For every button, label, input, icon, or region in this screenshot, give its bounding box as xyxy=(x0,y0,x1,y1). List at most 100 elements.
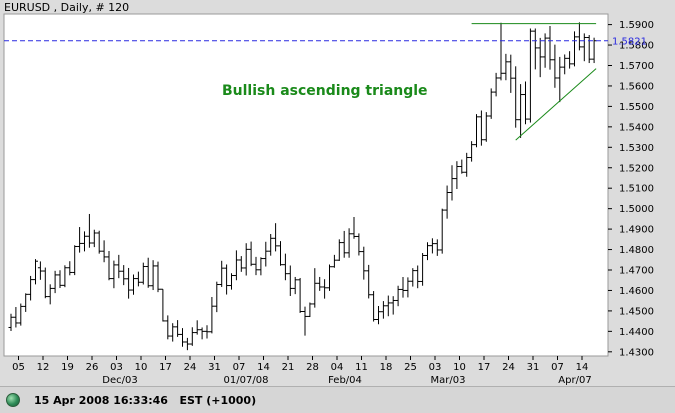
ohlc-bar xyxy=(243,243,249,276)
y-tick-label: 1.5100 xyxy=(619,184,654,195)
ohlc-bar xyxy=(194,320,200,335)
ohlc-bar xyxy=(449,165,455,201)
y-tick-label: 1.4500 xyxy=(619,306,654,317)
x-tick-label: 10 xyxy=(135,362,148,373)
ohlc-bar xyxy=(165,315,171,340)
ohlc-bar xyxy=(581,33,587,62)
ohlc-bar xyxy=(273,223,279,252)
ohlc-bar xyxy=(336,239,342,262)
ohlc-bar xyxy=(434,239,440,256)
ohlc-bar xyxy=(459,159,465,174)
ohlc-bar xyxy=(576,22,582,51)
ohlc-bar xyxy=(229,273,234,290)
x-tick-label: 14 xyxy=(576,362,589,373)
ohlc-bar xyxy=(527,28,533,123)
ohlc-bar xyxy=(23,293,29,312)
x-tick-label: 28 xyxy=(306,362,319,373)
ohlc-bar xyxy=(18,303,24,326)
chart-title: EURUSD , Daily, # 120 xyxy=(4,1,129,14)
ohlc-bar xyxy=(214,281,220,313)
ohlc-bar xyxy=(498,22,504,81)
current-price-label: 1.5821 xyxy=(612,36,647,47)
y-tick-label: 1.5000 xyxy=(619,204,654,215)
ohlc-bar xyxy=(420,253,426,286)
month-label: Apr/07 xyxy=(558,375,591,386)
ohlc-bar xyxy=(361,246,367,280)
y-tick-label: 1.5300 xyxy=(619,143,654,154)
y-tick-label: 1.5700 xyxy=(619,61,654,72)
ohlc-bar xyxy=(513,66,519,128)
x-tick-label: 18 xyxy=(380,362,393,373)
x-tick-label: 12 xyxy=(37,362,50,373)
ohlc-bar xyxy=(37,261,43,280)
ohlc-bar xyxy=(385,295,391,317)
ohlc-bar xyxy=(292,276,298,295)
ohlc-bar xyxy=(47,284,53,305)
x-tick-label: 14 xyxy=(257,362,270,373)
ohlc-bar xyxy=(410,268,416,287)
ohlc-bar xyxy=(126,267,132,299)
ohlc-bar xyxy=(67,261,73,276)
ohlc-bar xyxy=(42,267,48,299)
x-tick-label: 17 xyxy=(159,362,172,373)
ohlc-bar xyxy=(160,288,166,322)
ohlc-bar xyxy=(405,277,411,298)
ohlc-bar xyxy=(464,152,470,177)
ohlc-bar xyxy=(400,276,406,298)
x-tick-label: 17 xyxy=(478,362,491,373)
status-timestamp: 15 Apr 2008 16:33:46 EST (+1000) xyxy=(34,393,257,407)
ohlc-bar xyxy=(13,307,19,328)
ohlc-bar xyxy=(106,250,112,281)
ohlc-bar xyxy=(131,274,136,295)
ohlc-bar xyxy=(395,285,401,307)
ohlc-bar xyxy=(444,185,450,219)
ohlc-bar xyxy=(503,53,509,81)
ohlc-bar xyxy=(145,257,151,288)
ohlc-bar xyxy=(312,268,318,308)
x-tick-label: 05 xyxy=(12,362,25,373)
ohlc-bar xyxy=(135,271,141,287)
ohlc-bar xyxy=(258,257,264,276)
y-axis: 1.5900 1.5800 1.5700 1.5600 1.5500 1.5400 1.53… xyxy=(608,20,654,358)
x-tick-label: 25 xyxy=(404,362,417,373)
x-tick-label: 07 xyxy=(233,362,246,373)
ohlc-bar xyxy=(542,33,548,68)
ohlc-bar xyxy=(508,54,514,93)
x-tick-label: 24 xyxy=(184,362,197,373)
x-tick-label: 19 xyxy=(61,362,74,373)
ohlc-bar xyxy=(121,265,127,286)
connection-status-icon xyxy=(6,393,20,407)
ohlc-bar xyxy=(155,261,161,293)
ohlc-bar xyxy=(474,114,479,148)
y-tick-label: 1.5600 xyxy=(619,81,654,92)
ohlc-bar xyxy=(180,328,185,347)
y-tick-label: 1.5500 xyxy=(619,102,654,113)
ohlc-bar xyxy=(62,265,68,288)
ohlc-bar xyxy=(189,327,195,346)
ohlc-bar xyxy=(390,296,396,315)
ohlc-bar xyxy=(77,227,83,253)
y-tick-label: 1.4600 xyxy=(619,286,654,297)
price-chart[interactable]: EURUSD , Daily, # 120 Bullish ascending … xyxy=(0,0,675,386)
status-bar: 15 Apr 2008 16:33:46 EST (+1000) xyxy=(0,386,675,413)
ohlc-bar xyxy=(28,275,34,301)
ohlc-bar xyxy=(278,241,283,266)
ohlc-bar xyxy=(586,35,592,64)
ohlc-bar xyxy=(376,305,381,325)
ohlc-bar xyxy=(287,265,293,296)
month-label: Mar/03 xyxy=(431,375,466,386)
plot-area xyxy=(3,13,609,357)
ohlc-bar xyxy=(331,254,337,268)
ohlc-bar xyxy=(248,241,254,267)
ohlc-bar xyxy=(557,56,563,103)
ohlc-bar xyxy=(552,44,558,88)
x-tick-label: 11 xyxy=(355,362,368,373)
y-tick-label: 1.5800 xyxy=(619,41,654,52)
ohlc-bar xyxy=(184,337,190,351)
x-tick-label: 31 xyxy=(208,362,221,373)
ohlc-bar xyxy=(317,276,323,291)
x-tick-label: 04 xyxy=(331,362,344,373)
ohlc-bar xyxy=(356,233,362,256)
ohlc-bar xyxy=(170,323,176,342)
ohlc-bar xyxy=(268,234,274,256)
